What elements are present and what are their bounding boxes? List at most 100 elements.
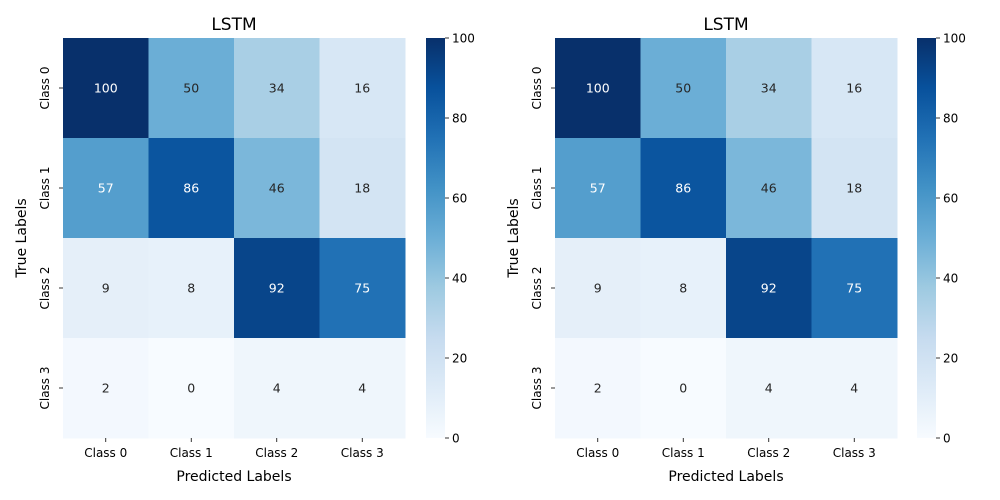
chart-title: LSTM [211,15,256,35]
colorbar-tick-label: 0 [452,432,460,446]
heatmap-cell [811,138,898,239]
cell-value-label: 92 [269,281,285,296]
y-tick-label: Class 0 [38,66,52,109]
y-tick-label: Class 2 [530,266,544,309]
x-tick-label: Class 2 [747,446,790,460]
x-tick-label: Class 0 [84,446,127,460]
y-tick-label: Class 2 [38,266,52,309]
colorbar-tick-label: 0 [943,432,951,446]
x-axis-label: Predicted Labels [668,469,783,485]
cell-value-label: 0 [187,381,195,396]
colorbar [917,38,936,438]
heatmap-cell [726,138,812,239]
heatmap-cell [234,38,320,139]
heatmap-cell [234,138,320,239]
x-tick-label: Class 1 [170,446,213,460]
cell-value-label: 57 [590,181,606,196]
heatmap-panel-0: 100 50 34 16 57 86 46 18 9 8 92 75 2 0 4 4 Class 0 Class … [14,15,475,485]
heatmap-cell [726,38,812,139]
cell-value-label: 92 [761,281,777,296]
heatmap-cell [148,338,235,439]
colorbar [426,38,445,438]
y-axis-label: True Labels [14,198,30,278]
heatmap-cell [811,38,898,139]
y-tick-label: Class 3 [530,366,544,409]
cell-value-label: 2 [594,381,602,396]
cell-value-label: 8 [187,281,195,296]
colorbar-tick-label: 60 [943,192,958,206]
cell-value-label: 18 [354,181,370,196]
heatmap-cell [319,238,406,339]
x-tick-label: Class 2 [255,446,298,460]
heatmap-cell [726,338,812,439]
cell-value-label: 34 [761,81,777,96]
cell-value-label: 0 [679,381,687,396]
heatmap-cell [63,338,149,439]
cell-value-label: 18 [846,181,862,196]
cell-value-label: 50 [183,81,199,96]
cell-value-label: 8 [679,281,687,296]
cell-value-label: 86 [183,181,199,196]
heatmap-cell [319,38,406,139]
heatmap-cell [555,238,641,339]
cell-value-label: 4 [850,381,858,396]
cell-value-label: 16 [354,81,370,96]
x-tick-label: Class 3 [341,446,384,460]
cell-value-label: 4 [273,381,281,396]
heatmap-cell [319,138,406,239]
heatmap-cell [555,38,641,139]
heatmap-cell [63,38,149,139]
cell-value-label: 75 [354,281,370,296]
colorbar-tick-label: 100 [452,32,475,46]
chart-title: LSTM [703,15,748,35]
x-tick-label: Class 3 [833,446,876,460]
colorbar-tick-label: 80 [943,112,958,126]
cell-value-label: 4 [765,381,773,396]
y-tick-label: Class 0 [530,66,544,109]
heatmap-cell [234,338,320,439]
colorbar-tick-label: 100 [943,32,966,46]
y-tick-label: Class 1 [38,166,52,209]
heatmap-cell [555,338,641,439]
cell-value-label: 75 [846,281,862,296]
cell-value-label: 46 [761,181,777,196]
heatmap-cell [148,38,235,139]
cell-value-label: 9 [594,281,602,296]
x-tick-label: Class 0 [576,446,619,460]
heatmap-cell [640,338,727,439]
heatmap-cell [640,238,727,339]
x-tick-label: Class 1 [662,446,705,460]
heatmap-cell [63,238,149,339]
heatmap-cell [640,38,727,139]
heatmap-cell [234,238,320,339]
x-axis-label: Predicted Labels [176,469,291,485]
y-tick-label: Class 3 [38,366,52,409]
colorbar-tick-label: 80 [452,112,467,126]
cell-value-label: 16 [846,81,862,96]
heatmap-cell [63,138,149,239]
y-tick-label: Class 1 [530,166,544,209]
colorbar-tick-label: 20 [943,352,958,366]
cell-value-label: 100 [586,81,610,96]
cell-value-label: 50 [675,81,691,96]
heatmap-cell [148,238,235,339]
y-axis-label: True Labels [506,198,522,278]
colorbar-tick-label: 40 [943,272,958,286]
heatmap-cell [555,138,641,239]
heatmap-cell [811,338,898,439]
cell-value-label: 100 [94,81,118,96]
cell-value-label: 34 [269,81,285,96]
heatmap-cell [811,238,898,339]
cell-value-label: 57 [98,181,114,196]
colorbar-tick-label: 60 [452,192,467,206]
cell-value-label: 9 [102,281,110,296]
heatmap-cell [319,338,406,439]
heatmap-cell [640,138,727,239]
heatmap-cell [726,238,812,339]
colorbar-tick-label: 20 [452,352,467,366]
cell-value-label: 86 [675,181,691,196]
cell-value-label: 46 [269,181,285,196]
cell-value-label: 4 [358,381,366,396]
